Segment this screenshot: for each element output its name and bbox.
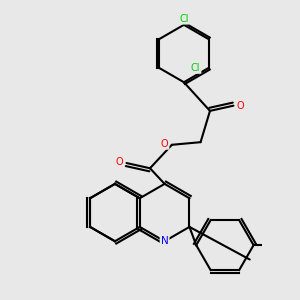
Text: Cl: Cl [179, 14, 189, 24]
Text: O: O [236, 101, 244, 111]
Text: Cl: Cl [191, 63, 200, 73]
Text: N: N [161, 236, 169, 246]
Text: O: O [116, 157, 123, 167]
Text: O: O [161, 139, 168, 149]
